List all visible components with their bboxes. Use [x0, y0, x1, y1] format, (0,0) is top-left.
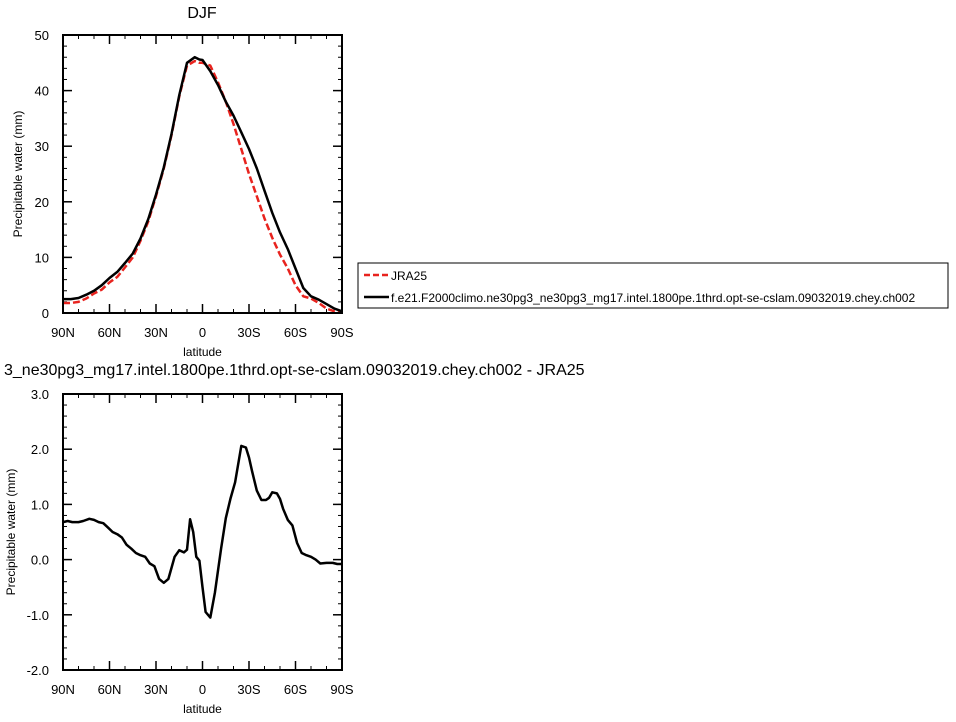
x-tick-label: 90S	[330, 325, 353, 340]
chart-title: DJF	[187, 5, 217, 22]
series-line-1	[62, 444, 342, 619]
y-tick-label: 3.0	[31, 387, 49, 402]
x-tick-label: 60N	[98, 682, 122, 697]
x-tick-label: 0	[199, 325, 206, 340]
chart-panel-1: DJF 90N 60N 30N 0 30S 60S 90S 0 10 20 30 40 50 latitud…	[11, 5, 949, 359]
series-line-1	[63, 59, 343, 314]
legend-box	[357, 262, 949, 309]
y-tick-label: 1.0	[31, 497, 49, 512]
x-tick-label: 60S	[284, 325, 307, 340]
legend-label-1: JRA25	[391, 269, 427, 283]
x-tick-label: 60S	[284, 682, 307, 697]
series-line-2	[63, 55, 343, 313]
y-tick-label: 50	[35, 28, 49, 43]
x-axis-label: latitude	[183, 345, 222, 359]
x-tick-label: 90S	[330, 682, 353, 697]
legend-label-2: f.e21.F2000climo.ne30pg3_ne30pg3_mg17.in…	[391, 291, 915, 305]
x-axis-label: latitude	[183, 702, 222, 716]
plot-frame	[62, 34, 343, 314]
x-tick-label: 90N	[51, 682, 75, 697]
y-tick-label: 0.0	[31, 553, 49, 568]
y-tick-label: 40	[35, 84, 49, 99]
chart-title: 3_ne30pg3_mg17.intel.1800pe.1thrd.opt-se…	[4, 362, 585, 379]
x-tick-label: 0	[199, 682, 206, 697]
plot-frame	[62, 393, 343, 671]
y-tick-label: 0	[42, 306, 49, 321]
chart-panel-2: 3_ne30pg3_mg17.intel.1800pe.1thrd.opt-se…	[4, 362, 585, 716]
y-axis-label: Precipitable water (mm)	[4, 469, 18, 596]
x-tick-label: 30S	[237, 325, 260, 340]
y-tick-label: -2.0	[27, 663, 49, 678]
x-tick-label: 90N	[51, 325, 75, 340]
y-tick-label: 10	[35, 250, 49, 265]
y-tick-label: -1.0	[27, 608, 49, 623]
legend: JRA25 f.e21.F2000climo.ne30pg3_ne30pg3_mg…	[357, 262, 949, 309]
y-tick-label: 20	[35, 195, 49, 210]
x-tick-label: 30N	[144, 682, 168, 697]
x-tick-label: 30S	[237, 682, 260, 697]
y-axis-label: Precipitable water (mm)	[11, 111, 25, 238]
y-tick-label: 2.0	[31, 442, 49, 457]
x-tick-label: 30N	[144, 325, 168, 340]
y-tick-label: 30	[35, 139, 49, 154]
x-tick-label: 60N	[98, 325, 122, 340]
